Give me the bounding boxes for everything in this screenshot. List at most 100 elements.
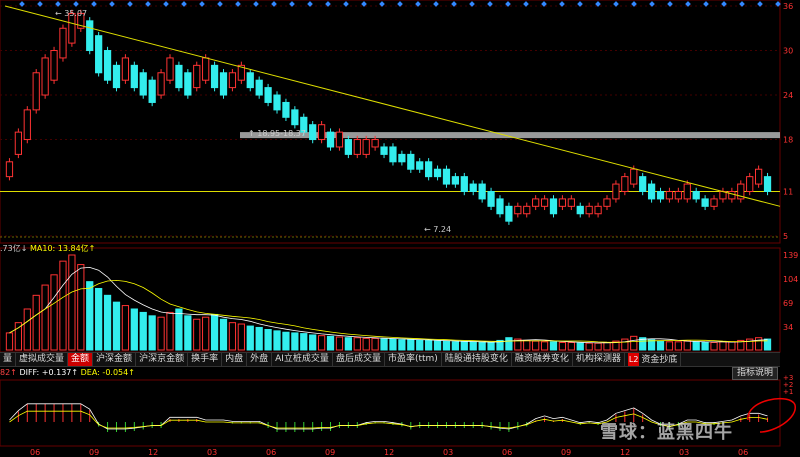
marker-diamond <box>757 1 763 7</box>
volume-bar <box>549 341 558 351</box>
volume-bar <box>442 340 451 351</box>
volume-ma10-line <box>9 279 768 343</box>
tab-资金抄底[interactable]: L2 资金抄底 <box>625 353 682 366</box>
tab-市盈率(ttm)[interactable]: 市盈率(ttm) <box>385 353 442 366</box>
volume-bar <box>594 342 602 351</box>
tab-AI立桩成交量[interactable]: AI立桩成交量 <box>272 353 333 366</box>
candle-body <box>59 27 67 59</box>
candle-body <box>763 176 772 192</box>
volume-bar <box>237 323 245 351</box>
candle-body <box>407 153 415 170</box>
x-axis-label: 06 <box>738 448 748 457</box>
band-label: ↑ 18.95-18.37 <box>248 129 306 138</box>
tab-沪深金额[interactable]: 沪深金额 <box>93 353 137 366</box>
tab-盘后成交量[interactable]: 盘后成交量 <box>333 353 385 366</box>
volume-bar <box>710 341 718 351</box>
candle-body <box>576 205 584 215</box>
candle-body <box>237 64 245 81</box>
candle-body <box>273 94 281 111</box>
macd-info: 82↑ DIFF: +0.137↑ DEA: -0.054↑ <box>0 368 135 378</box>
macd-axis-label: +2 <box>783 381 793 389</box>
volume-bar <box>291 332 299 351</box>
volume-axis-label: 139 <box>783 251 798 260</box>
candle-body <box>139 72 147 96</box>
candle-body <box>309 124 317 141</box>
tab-外盘[interactable]: 外盘 <box>247 353 273 366</box>
tab-量[interactable]: 量 <box>0 353 17 366</box>
volume-bar <box>567 341 575 351</box>
volume-axis-label: 34 <box>783 323 793 332</box>
volume-bar <box>130 308 138 351</box>
candle-body <box>674 190 682 200</box>
tab-label: 虚拟成交量 <box>19 354 65 364</box>
candle-body <box>496 198 504 215</box>
tab-换手率[interactable]: 换手率 <box>188 353 223 366</box>
marker-diamond <box>613 1 619 7</box>
candle-body <box>300 116 308 133</box>
tab-金额[interactable]: 金额 <box>68 353 94 366</box>
candle-body <box>5 161 14 178</box>
volume-bar <box>32 294 40 351</box>
candle-body <box>746 176 754 192</box>
volume-bar <box>50 274 58 351</box>
volume-bar <box>558 341 567 351</box>
volume-bar <box>202 316 210 351</box>
candle-body <box>326 131 335 148</box>
candle-body <box>514 205 522 215</box>
volume-bar <box>166 311 174 351</box>
tab-label: 换手率 <box>191 354 219 364</box>
axis-labels: 36 30 24 18 11 5 139 104 69 34 +3+2+1 06 09 12 03 06 09 1… <box>30 2 798 457</box>
marker-diamond <box>721 1 727 7</box>
tab-虚拟成交量[interactable]: 虚拟成交量 <box>16 353 69 366</box>
tab-内盘[interactable]: 内盘 <box>222 353 248 366</box>
volume-bars <box>5 254 772 351</box>
candle-body <box>505 205 513 222</box>
price-axis-label: 24 <box>783 91 793 100</box>
volume-bar <box>656 340 665 351</box>
tab-label: 机构探测器 <box>575 354 621 364</box>
marker-diamond <box>739 1 745 7</box>
candle-body <box>647 183 656 200</box>
candle-body <box>50 50 58 81</box>
candle-body <box>532 198 540 207</box>
volume-bar <box>728 341 736 351</box>
candle-body <box>585 205 593 215</box>
volume-bar <box>425 339 433 351</box>
candle-body <box>567 198 575 207</box>
volume-ma5-line <box>9 266 768 344</box>
indicator-help-button[interactable]: 指标说明 <box>731 367 778 380</box>
volume-axis-label: 104 <box>783 275 798 284</box>
volume-bar <box>380 338 388 351</box>
candle-body <box>344 139 352 155</box>
marker-diamond <box>433 1 439 7</box>
candle-body <box>523 205 531 215</box>
volume-bar <box>755 337 763 351</box>
candle-body <box>460 176 468 192</box>
volume-bar <box>540 341 549 351</box>
marker-diamond <box>73 1 79 7</box>
candle-body <box>594 205 602 215</box>
candle-body <box>264 87 272 103</box>
volume-bar <box>523 339 531 351</box>
volume-bar <box>228 322 237 351</box>
volume-bar <box>300 333 308 351</box>
candle-body <box>701 198 709 207</box>
diff-label: DIFF: +0.137↑ <box>19 368 79 377</box>
volume-bar <box>246 325 254 351</box>
dea-line <box>9 410 768 429</box>
tab-沪深京金额[interactable]: 沪深京金额 <box>136 353 189 366</box>
tab-机构探测器[interactable]: 机构探测器 <box>573 353 625 366</box>
volume-bar <box>487 341 495 351</box>
price-axis-label: 36 <box>783 2 793 11</box>
volume-bar <box>647 339 656 351</box>
volume-bar <box>460 341 468 351</box>
volume-bar <box>407 339 415 351</box>
grid-lines <box>0 5 780 238</box>
volume-bar <box>621 338 629 351</box>
tab-融资融券变化[interactable]: 融资融券变化 <box>512 353 573 366</box>
marker-diamond <box>19 1 25 7</box>
marker-diamond <box>163 1 169 7</box>
marker-diamond <box>685 1 691 7</box>
tab-陆股通持股变化[interactable]: 陆股通持股变化 <box>442 353 512 366</box>
marker-diamond <box>667 1 673 7</box>
